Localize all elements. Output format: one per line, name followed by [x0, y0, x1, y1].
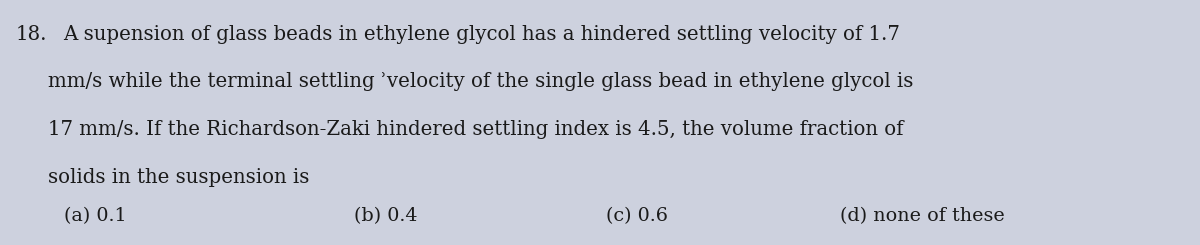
- Text: (c) 0.6: (c) 0.6: [606, 208, 668, 225]
- Text: A supension of glass beads in ethylene glycol has a hindered settling velocity o: A supension of glass beads in ethylene g…: [64, 24, 900, 44]
- Text: 18.: 18.: [16, 24, 47, 44]
- Text: 17 mm/s. If the Richardson-Zaki hindered settling index is 4.5, the volume fract: 17 mm/s. If the Richardson-Zaki hindered…: [48, 120, 904, 139]
- Text: mm/s while the terminal settling ʾvelocity of the single glass bead in ethylene : mm/s while the terminal settling ʾveloci…: [48, 72, 913, 91]
- Text: (d) none of these: (d) none of these: [840, 208, 1004, 225]
- Text: solids in the suspension is: solids in the suspension is: [48, 168, 310, 187]
- Text: (a) 0.1: (a) 0.1: [64, 208, 126, 225]
- Text: (b) 0.4: (b) 0.4: [354, 208, 418, 225]
